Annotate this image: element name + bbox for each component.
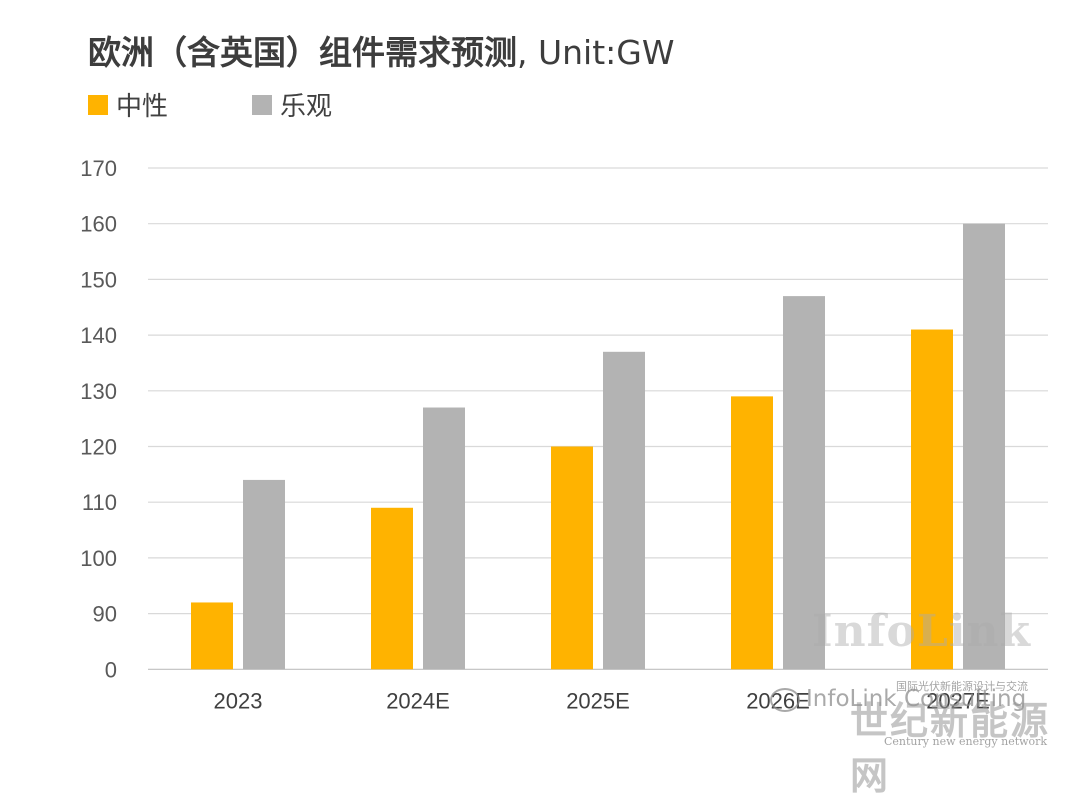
legend-item-neutral: 中性 [88,86,168,123]
y-tick-label: 150 [80,267,117,292]
x-tick-label: 2027E [926,688,990,713]
wechat-watermark: InfoLink Consulting [770,686,1026,712]
y-tick-label: 130 [80,379,117,404]
bar-optimistic-2025E [603,351,645,670]
bar-neutral-2024E [371,507,413,670]
wechat-icon [770,687,800,712]
y-tick-label: 100 [80,546,117,571]
y-tick-label: 160 [80,212,117,237]
chart-plot: 0 90 100 110 120 130 140 150 160 170 2023 2024E 2025… [80,156,1048,713]
infolink-watermark: InfoLink [812,606,1031,657]
bar-neutral-2026E [731,396,773,670]
x-tick-label: 2025E [566,688,630,713]
chart-title: 欧洲（含英国）组件需求预测, Unit:GW [88,26,674,74]
legend-label-optimistic: 乐观 [280,92,333,122]
chart-title-text: 欧洲（含英国）组件需求预测 [88,33,517,72]
legend-item-optimistic: 乐观 [252,86,332,123]
y-tick-label: 90 [93,602,117,627]
bar-neutral-2023 [191,602,233,670]
bar-optimistic-2026E [783,296,825,670]
bar-neutral-2027E [911,329,953,670]
bar-optimistic-2023 [243,479,285,670]
y-tick-label: 110 [82,490,117,515]
y-tick-label: 120 [80,435,117,460]
legend-swatch-neutral [88,94,108,115]
bar-optimistic-2024E [423,407,465,670]
bar-optimistic-2027E [963,223,1005,670]
site-watermark-sub: Century new energy network [884,735,1048,748]
y-tick-label: 0 [105,657,117,682]
bar-neutral-2025E [551,446,593,670]
legend-label-neutral: 中性 [116,92,169,122]
y-tick-label: 140 [80,323,117,348]
wechat-watermark-text: InfoLink Consulting [806,686,1027,712]
x-tick-label: 2023 [214,688,263,713]
y-tick-label: 170 [80,156,117,181]
legend-swatch-optimistic [252,94,273,115]
legend: 中性 乐观 [88,86,416,123]
chart-title-unit: , Unit:GW [517,33,675,72]
watermark-note: 国际光伏新能源设计与交流 [896,680,1028,693]
x-tick-label: 2024E [386,688,450,713]
